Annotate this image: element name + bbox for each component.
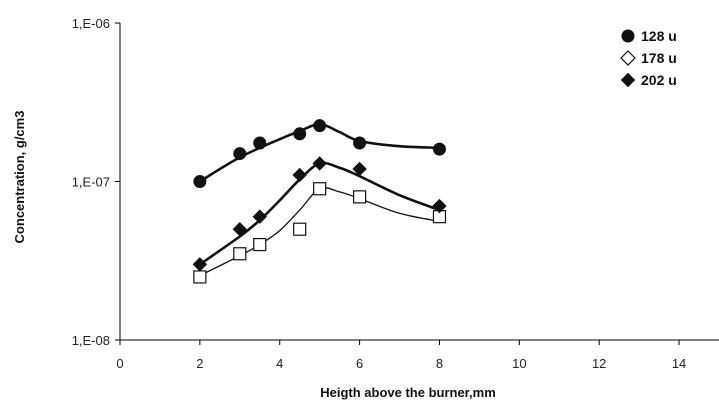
- x-tick-label: 14: [672, 356, 686, 371]
- x-axis-label: Heigth above the burner,mm: [320, 385, 496, 400]
- data-point-1: [313, 182, 327, 196]
- data-point-0: [293, 127, 307, 141]
- legend-label-1: 178 u: [641, 50, 677, 66]
- data-point-2: [312, 156, 327, 171]
- x-tick-label: 12: [592, 356, 606, 371]
- x-tick-label: 4: [276, 356, 283, 371]
- legend-label-0: 128 u: [641, 28, 677, 44]
- x-tick-label: 6: [356, 356, 363, 371]
- data-point-0: [432, 142, 446, 156]
- axes: 0 2 4 6 8 10 12 14 1,E-08 1,E-07 1,E-06: [72, 16, 719, 371]
- x-tick-label: 8: [436, 356, 443, 371]
- fit-line-2: [199, 161, 440, 266]
- data-point-0: [253, 136, 267, 150]
- y-tick-label: 1,E-07: [72, 175, 110, 190]
- x-tick-label: 0: [116, 356, 123, 371]
- data-point-1: [353, 190, 367, 204]
- data-point-0: [313, 119, 327, 133]
- y-tick-label: 1,E-08: [72, 333, 110, 348]
- legend: 128 u 178 u 202 u: [620, 28, 677, 88]
- fit-line-1: [199, 187, 440, 277]
- legend-symbol-0: [621, 29, 635, 43]
- data-point-2: [232, 222, 248, 237]
- data-point-0: [193, 175, 207, 188]
- data-point-2: [432, 198, 447, 214]
- data-point-1: [193, 270, 207, 284]
- x-tick-label: 10: [512, 356, 526, 371]
- data-point-2: [352, 161, 367, 177]
- data-point-2: [192, 257, 208, 272]
- data-point-2: [252, 209, 267, 224]
- legend-symbol-1: [620, 50, 636, 66]
- x-tick-label: 2: [196, 356, 203, 371]
- data-point-0: [353, 136, 367, 150]
- legend-symbol-2: [620, 72, 636, 88]
- y-axis-label: Concentration, g/cm3: [12, 111, 27, 244]
- data-point-2: [292, 167, 307, 183]
- data-point-0: [233, 147, 247, 161]
- data-point-1: [233, 247, 247, 261]
- data-point-1: [253, 237, 267, 252]
- y-tick-label: 1,E-06: [72, 16, 110, 31]
- data-markers: [192, 119, 447, 284]
- data-point-1: [293, 222, 307, 236]
- legend-label-2: 202 u: [641, 72, 677, 88]
